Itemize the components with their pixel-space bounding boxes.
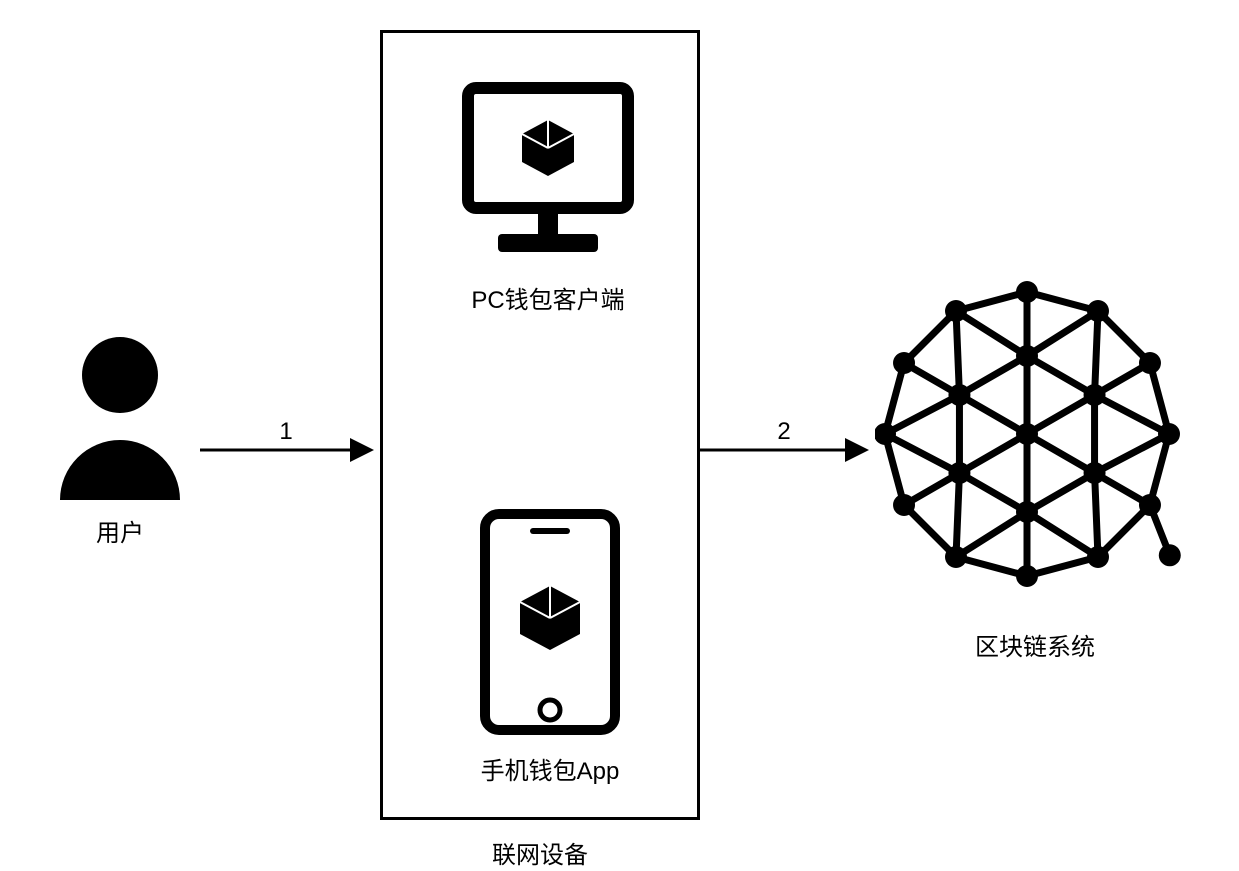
device-box-label: 联网设备: [380, 835, 700, 870]
user-icon: [50, 330, 190, 500]
blockchain-node: 区块链系统: [875, 270, 1195, 662]
user-label: 用户: [50, 513, 190, 548]
pc-client-node: PC钱包客户端: [458, 80, 638, 315]
pc-client-label: PC钱包客户端: [458, 280, 638, 315]
arrow-1-label: 1: [276, 418, 296, 446]
arrow-2-label: 2: [774, 418, 794, 446]
diagram-canvas: 用户 1 联网设备: [0, 0, 1239, 871]
user-node: 用户: [50, 330, 190, 548]
mobile-app-label: 手机钱包App: [475, 751, 625, 786]
desktop-monitor-icon: [458, 80, 638, 265]
phone-icon: [475, 508, 625, 736]
blockchain-label: 区块链系统: [875, 627, 1195, 662]
mobile-app-node: 手机钱包App: [475, 508, 625, 786]
network-polyhedron-icon: [875, 270, 1195, 610]
